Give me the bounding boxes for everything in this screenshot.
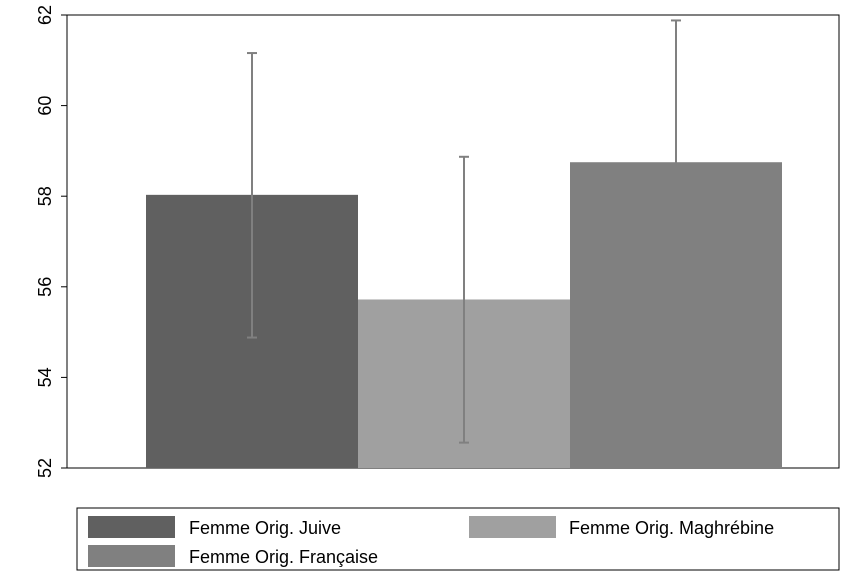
legend-swatch-maghrebine <box>469 516 556 538</box>
error-bars <box>247 19 681 444</box>
y-tick-label-52: 52 <box>35 458 55 478</box>
y-tick-label-56: 56 <box>35 277 55 297</box>
legend-swatch-juive <box>88 516 175 538</box>
y-tick-label-62: 62 <box>35 5 55 25</box>
legend-label-juive: Femme Orig. Juive <box>189 518 341 538</box>
y-tick-label-60: 60 <box>35 96 55 116</box>
legend-box <box>76 507 840 571</box>
legend-label-maghrebine: Femme Orig. Maghrébine <box>569 518 774 538</box>
legend: Femme Orig. Juive Femme Orig. Maghrébine… <box>76 507 840 571</box>
legend-label-francaise: Femme Orig. Française <box>189 547 378 567</box>
legend-swatch-francaise <box>88 545 175 567</box>
y-tick-label-54: 54 <box>35 367 55 387</box>
y-tick-label-58: 58 <box>35 186 55 206</box>
y-axis: 52 54 56 58 60 62 <box>35 5 67 478</box>
